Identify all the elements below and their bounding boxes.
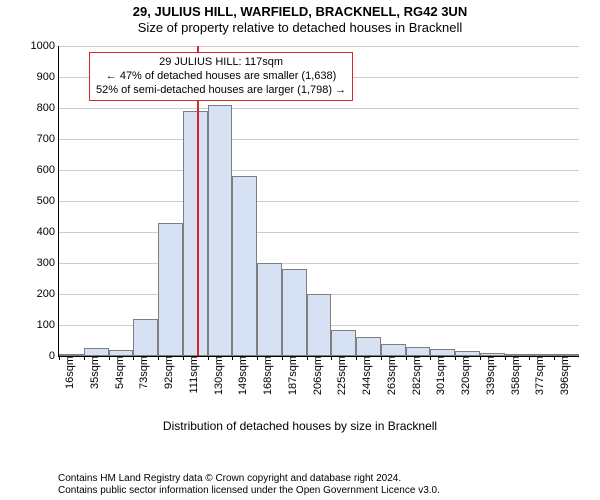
x-tick-label: 377sqm xyxy=(532,356,546,395)
x-tick-mark xyxy=(356,356,357,360)
title-line1: 29, JULIUS HILL, WARFIELD, BRACKNELL, RG… xyxy=(0,4,600,20)
x-tick-label: 396sqm xyxy=(557,356,571,395)
histogram-bar xyxy=(430,349,455,356)
y-tick-label: 700 xyxy=(37,133,59,145)
histogram-bar xyxy=(307,294,332,356)
x-tick-mark xyxy=(208,356,209,360)
gridline-h xyxy=(59,232,579,233)
x-tick-mark xyxy=(381,356,382,360)
x-tick-label: 358sqm xyxy=(508,356,522,395)
x-tick-mark xyxy=(59,356,60,360)
x-tick-label: 130sqm xyxy=(211,356,225,395)
x-tick-label: 35sqm xyxy=(87,356,101,389)
x-tick-label: 301sqm xyxy=(433,356,447,395)
x-tick-label: 92sqm xyxy=(161,356,175,389)
x-tick-label: 244sqm xyxy=(359,356,373,395)
x-tick-label: 320sqm xyxy=(458,356,472,395)
y-tick-label: 400 xyxy=(37,226,59,238)
histogram-bar xyxy=(232,176,257,356)
footer-line2: Contains public sector information licen… xyxy=(58,485,440,497)
gridline-h xyxy=(59,170,579,171)
footer-line1: Contains HM Land Registry data © Crown c… xyxy=(58,473,440,485)
histogram-bar xyxy=(133,319,158,356)
x-tick-mark xyxy=(307,356,308,360)
histogram-bar xyxy=(331,330,356,356)
histogram-bar xyxy=(356,337,381,356)
x-tick-mark xyxy=(109,356,110,360)
x-tick-mark xyxy=(158,356,159,360)
x-tick-label: 187sqm xyxy=(285,356,299,395)
y-tick-label: 600 xyxy=(37,164,59,176)
histogram-bar xyxy=(208,105,233,356)
plot-area: 0100200300400500600700800900100016sqm35s… xyxy=(58,46,579,357)
x-tick-label: 282sqm xyxy=(409,356,423,395)
x-tick-label: 54sqm xyxy=(112,356,126,389)
chart-container: Number of detached properties 0100200300… xyxy=(0,38,600,433)
x-tick-mark xyxy=(282,356,283,360)
gridline-h xyxy=(59,139,579,140)
y-tick-label: 200 xyxy=(37,288,59,300)
y-tick-label: 0 xyxy=(49,350,59,362)
annotation-line: 52% of semi-detached houses are larger (… xyxy=(96,84,346,98)
x-tick-label: 168sqm xyxy=(260,356,274,395)
x-tick-label: 206sqm xyxy=(310,356,324,395)
chart-title-block: 29, JULIUS HILL, WARFIELD, BRACKNELL, RG… xyxy=(0,0,600,35)
gridline-h xyxy=(59,263,579,264)
x-tick-mark xyxy=(529,356,530,360)
x-tick-mark xyxy=(406,356,407,360)
gridline-h xyxy=(59,46,579,47)
annotation-line: 29 JULIUS HILL: 117sqm xyxy=(96,56,346,70)
y-tick-label: 300 xyxy=(37,257,59,269)
histogram-bar xyxy=(406,347,431,356)
x-tick-mark xyxy=(331,356,332,360)
histogram-bar xyxy=(282,269,307,356)
histogram-bar xyxy=(381,344,406,356)
y-tick-label: 100 xyxy=(37,319,59,331)
x-tick-mark xyxy=(430,356,431,360)
x-tick-label: 263sqm xyxy=(384,356,398,395)
gridline-h xyxy=(59,201,579,202)
y-tick-label: 500 xyxy=(37,195,59,207)
x-tick-mark xyxy=(232,356,233,360)
annotation-line: ← 47% of detached houses are smaller (1,… xyxy=(96,70,346,84)
y-tick-label: 800 xyxy=(37,102,59,114)
x-tick-mark xyxy=(133,356,134,360)
histogram-bar xyxy=(183,111,208,356)
x-tick-label: 339sqm xyxy=(483,356,497,395)
x-tick-label: 225sqm xyxy=(334,356,348,395)
title-line2: Size of property relative to detached ho… xyxy=(0,20,600,36)
x-tick-mark xyxy=(84,356,85,360)
x-tick-label: 73sqm xyxy=(136,356,150,389)
gridline-h xyxy=(59,108,579,109)
x-tick-label: 149sqm xyxy=(235,356,249,395)
x-tick-mark xyxy=(480,356,481,360)
histogram-bar xyxy=(84,348,109,356)
x-axis-label: Distribution of detached houses by size … xyxy=(0,419,600,433)
x-tick-mark xyxy=(505,356,506,360)
annotation-box: 29 JULIUS HILL: 117sqm← 47% of detached … xyxy=(89,52,353,101)
attribution-footer: Contains HM Land Registry data © Crown c… xyxy=(58,473,440,497)
y-tick-label: 900 xyxy=(37,71,59,83)
x-tick-mark xyxy=(183,356,184,360)
x-tick-mark xyxy=(455,356,456,360)
x-tick-label: 111sqm xyxy=(186,356,200,394)
y-tick-label: 1000 xyxy=(31,40,59,52)
x-tick-mark xyxy=(554,356,555,360)
x-tick-label: 16sqm xyxy=(62,356,76,389)
x-tick-mark xyxy=(257,356,258,360)
histogram-bar xyxy=(158,223,183,356)
histogram-bar xyxy=(257,263,282,356)
